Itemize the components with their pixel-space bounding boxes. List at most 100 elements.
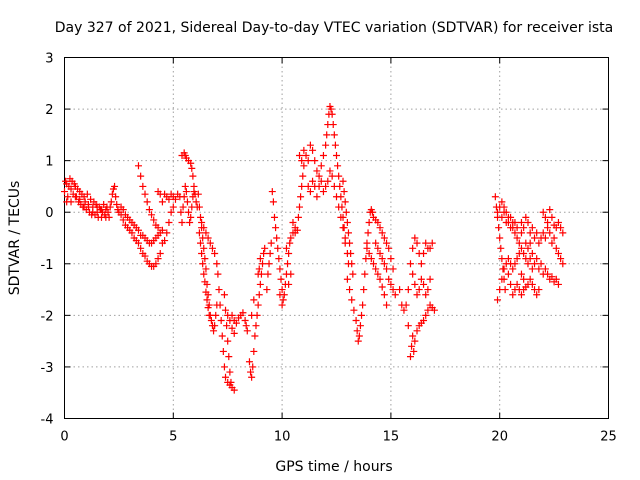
data-point: [396, 286, 404, 294]
data-point: [210, 327, 218, 335]
data-point: [364, 229, 372, 237]
data-point: [411, 280, 419, 288]
data-point: [156, 249, 164, 257]
data-point: [182, 188, 190, 196]
data-point: [372, 239, 380, 247]
data-point: [264, 270, 272, 278]
data-point: [228, 311, 236, 319]
data-point: [230, 386, 238, 394]
data-point: [214, 270, 222, 278]
data-point: [517, 291, 525, 299]
data-point: [337, 213, 345, 221]
data-point: [270, 213, 278, 221]
data-point: [177, 208, 185, 216]
data-point: [524, 260, 532, 268]
data-point: [360, 286, 368, 294]
data-point: [232, 319, 240, 327]
data-point: [363, 244, 371, 252]
data-point: [304, 157, 312, 165]
data-point: [528, 280, 536, 288]
data-point: [211, 249, 219, 257]
data-point: [113, 200, 121, 208]
data-point: [93, 203, 101, 211]
data-point: [220, 363, 228, 371]
data-point: [319, 188, 327, 196]
data-point: [154, 224, 162, 232]
data-point: [165, 219, 173, 227]
data-point: [119, 206, 127, 214]
data-point: [183, 198, 191, 206]
data-point: [285, 280, 293, 288]
data-point: [243, 327, 251, 335]
data-point: [533, 229, 541, 237]
data-point: [539, 229, 547, 237]
data-point: [134, 226, 142, 234]
data-point: [511, 219, 519, 227]
data-point: [302, 151, 310, 159]
data-point: [192, 198, 200, 206]
data-point: [195, 203, 203, 211]
data-point: [428, 239, 436, 247]
data-point: [241, 317, 249, 325]
data-point: [513, 280, 521, 288]
data-point: [498, 275, 506, 283]
data-point: [185, 208, 193, 216]
data-point: [315, 172, 323, 180]
data-point: [112, 193, 120, 201]
data-point: [380, 291, 388, 299]
data-point: [260, 249, 268, 257]
data-point: [250, 296, 258, 304]
x-tick-label: 0: [60, 430, 68, 445]
data-point: [554, 280, 562, 288]
data-point: [250, 347, 258, 355]
y-axis-label: SDTVAR / TECUs: [7, 181, 23, 296]
data-point: [500, 203, 508, 211]
data-point: [420, 317, 428, 325]
data-point: [387, 255, 395, 263]
data-point: [293, 226, 301, 234]
data-point: [200, 244, 208, 252]
data-point: [256, 280, 264, 288]
plot-frame: [64, 57, 609, 419]
data-point: [137, 172, 145, 180]
x-tick-label: 15: [383, 430, 400, 445]
data-point: [531, 260, 539, 268]
data-point: [200, 270, 208, 278]
data-point: [550, 234, 558, 242]
data-point: [171, 195, 179, 203]
data-point: [544, 219, 552, 227]
data-point: [524, 219, 532, 227]
data-point: [380, 234, 388, 242]
data-point: [409, 244, 417, 252]
data-point: [319, 151, 327, 159]
data-point: [557, 255, 565, 263]
x-tick-label: 20: [491, 430, 508, 445]
data-point: [383, 301, 391, 309]
data-point: [106, 203, 114, 211]
data-point: [225, 353, 233, 361]
data-point: [143, 198, 151, 206]
data-point: [145, 206, 153, 214]
data-point: [84, 200, 92, 208]
data-point: [154, 255, 162, 263]
data-point: [181, 182, 189, 190]
data-point: [134, 239, 142, 247]
data-point: [526, 229, 534, 237]
data-point: [276, 265, 284, 273]
data-point: [266, 249, 274, 257]
data-point: [306, 188, 314, 196]
data-point: [204, 234, 212, 242]
data-point: [313, 167, 321, 175]
data-point: [259, 260, 267, 268]
data-point: [154, 188, 162, 196]
data-point: [226, 368, 234, 376]
data-point: [179, 203, 187, 211]
data-point: [507, 213, 515, 221]
data-point: [89, 208, 97, 216]
x-axis-label: GPS time / hours: [275, 459, 392, 475]
series-points: [61, 102, 567, 394]
data-point: [333, 151, 340, 159]
data-point: [513, 255, 521, 263]
data-point: [212, 311, 220, 319]
data-point: [385, 275, 393, 283]
